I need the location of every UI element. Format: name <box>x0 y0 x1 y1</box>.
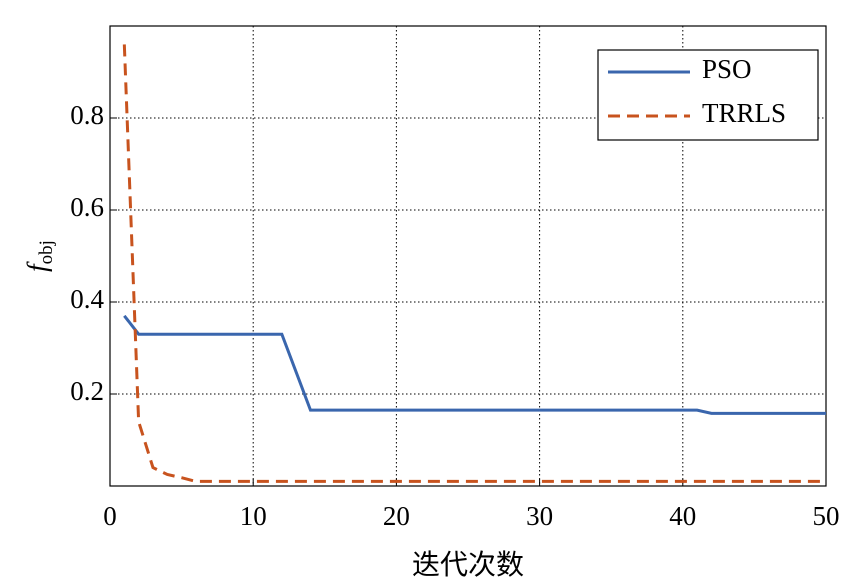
x-tick-label: 50 <box>813 501 840 531</box>
y-tick-label: 0.8 <box>70 100 104 130</box>
plot-frame <box>109 25 827 487</box>
x-axis-label: 迭代次数 <box>412 548 524 581</box>
line-series <box>123 314 826 415</box>
y-tick-label: 0.2 <box>70 376 104 406</box>
x-tick-label: 30 <box>526 501 553 531</box>
x-tick-label: 10 <box>240 501 267 531</box>
line-series <box>122 44 826 483</box>
y-tick-label: 0.4 <box>70 284 104 314</box>
x-tick-label: 40 <box>669 501 696 531</box>
legend-label: PSO <box>702 54 752 84</box>
y-label-base: f <box>22 261 52 272</box>
x-tick-label: 0 <box>103 501 117 531</box>
x-tick-label: 20 <box>383 501 410 531</box>
y-axis-label: fobj <box>22 240 57 272</box>
legend-label: TRRLS <box>702 98 786 128</box>
y-label-sub: obj <box>36 240 57 264</box>
y-tick-label: 0.6 <box>70 192 104 222</box>
legend-box <box>597 49 819 141</box>
